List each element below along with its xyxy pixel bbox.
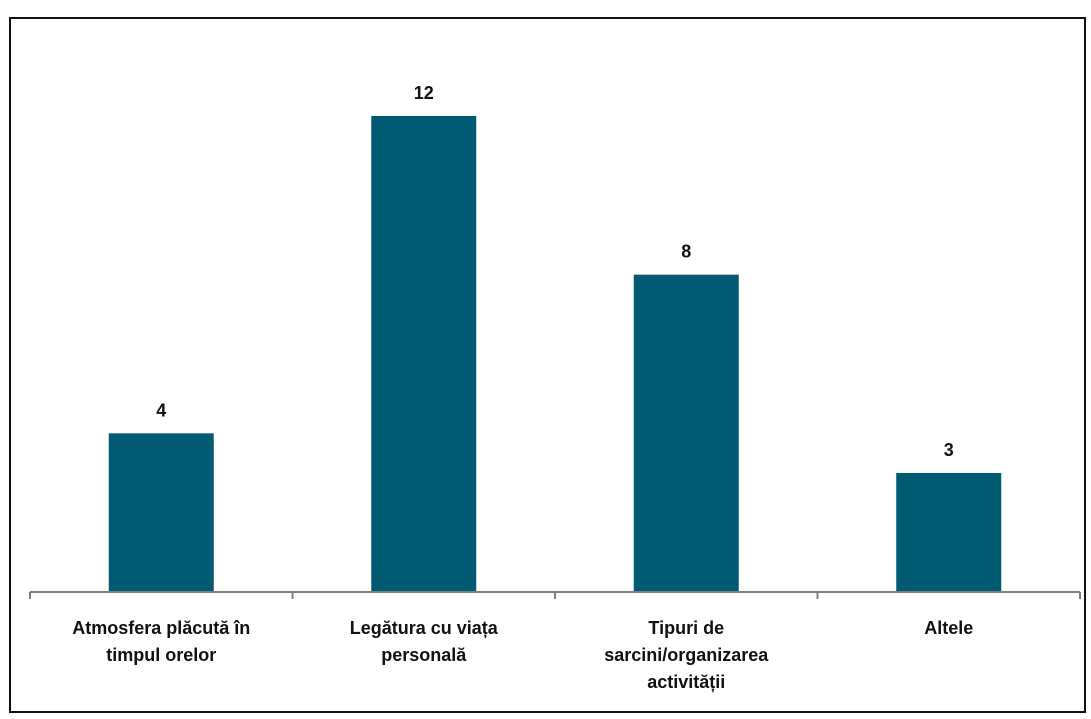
- category-label-line: Tipuri de: [648, 618, 724, 638]
- category-label-1: Legătura cu viața personală: [350, 618, 499, 665]
- value-label-0: 4: [156, 400, 166, 420]
- value-labels-group: 4 12 8 3: [156, 83, 954, 460]
- category-label-line: Atmosfera plăcută în: [72, 618, 250, 638]
- x-axis-ticks: [29, 592, 1081, 599]
- bars-group: [108, 116, 1002, 592]
- bar-0: [108, 433, 214, 592]
- chart-frame: [9, 17, 1086, 713]
- value-label-1: 12: [414, 83, 434, 103]
- bar-1: [371, 116, 477, 592]
- category-label-line: activității: [647, 672, 725, 692]
- category-label-line: sarcini/organizarea: [604, 645, 769, 665]
- category-label-2: Tipuri de sarcini/organizarea activității: [604, 618, 769, 692]
- bar-3: [896, 473, 1002, 592]
- bar-2: [633, 274, 739, 592]
- category-label-line: Legătura cu viața: [350, 618, 499, 638]
- category-label-line: Altele: [924, 618, 973, 638]
- value-label-2: 8: [681, 242, 691, 262]
- value-label-3: 3: [944, 440, 954, 460]
- category-label-line: timpul orelor: [106, 645, 216, 665]
- category-label-0: Atmosfera plăcută în timpul orelor: [72, 618, 250, 665]
- category-label-3: Altele: [924, 618, 973, 638]
- category-labels-group: Atmosfera plăcută în timpul orelor Legătur…: [72, 618, 973, 692]
- category-label-line: personală: [381, 645, 467, 665]
